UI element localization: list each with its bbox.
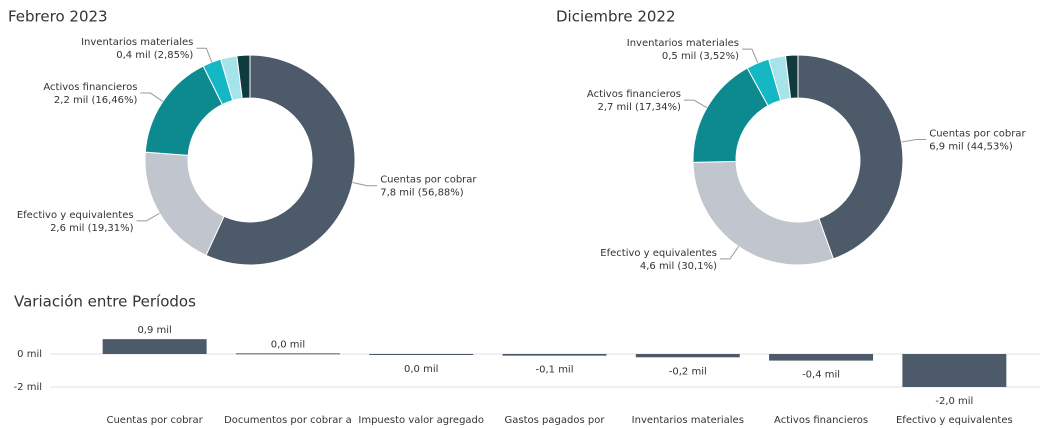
donut-slice <box>784 54 799 99</box>
chart-title: Diciembre 2022 <box>556 8 676 26</box>
bar <box>769 354 874 361</box>
leader-line <box>352 182 378 187</box>
bar <box>235 353 340 355</box>
bar <box>102 339 207 354</box>
slice-value-label: 4,6 mil (30,1%) <box>640 261 717 272</box>
slice-label: Activos financieros <box>43 82 137 93</box>
bar-value-label: -2,0 mil <box>935 396 973 407</box>
donut-slice <box>205 54 356 266</box>
leader-line <box>901 138 927 143</box>
slice-value-label: 0,5 mil (3,52%) <box>662 51 739 62</box>
x-tick-label: Inventarios materiales <box>632 415 744 426</box>
slice-label: Inventarios materiales <box>627 38 739 49</box>
leader-line <box>196 47 213 63</box>
bar-value-label: 0,0 mil <box>404 364 438 375</box>
chart-title: Variación entre Períodos <box>14 293 196 311</box>
bar-value-label: -0,2 mil <box>669 366 707 377</box>
slice-label: Cuentas por cobrar <box>929 128 1026 139</box>
donut-slice <box>797 54 904 260</box>
slice-value-label: 6,9 mil (44,53%) <box>929 141 1013 152</box>
slice-label: Inventarios materiales <box>81 37 193 48</box>
x-tick-label: Cuentas por cobrar <box>106 415 203 426</box>
bar-value-label: 0,9 mil <box>137 325 171 336</box>
donut-slice <box>236 54 251 100</box>
bar <box>635 354 740 358</box>
bar-value-label: -0,1 mil <box>536 365 574 376</box>
slice-label: Activos financieros <box>587 89 681 100</box>
chart-title: Febrero 2023 <box>8 8 108 26</box>
slice-label: Cuentas por cobrar <box>380 175 477 186</box>
bar-value-label: 0,0 mil <box>271 339 305 350</box>
slice-label: Efectivo y equivalentes <box>17 210 134 221</box>
donut-slice <box>692 160 834 266</box>
x-tick-label: Activos financieros <box>774 415 868 426</box>
x-tick-label: Gastos pagados por <box>505 415 606 426</box>
x-tick-label: Documentos por cobrar a <box>224 415 352 426</box>
bar <box>369 354 474 355</box>
bar <box>502 354 607 356</box>
donut-slice <box>144 151 225 257</box>
bar-value-label: -0,4 mil <box>802 370 840 381</box>
slice-value-label: 2,2 mil (16,46%) <box>54 95 138 106</box>
slice-value-label: 0,4 mil (2,85%) <box>116 50 193 61</box>
leader-line <box>720 246 739 260</box>
leader-line <box>742 48 759 64</box>
bar <box>902 354 1007 387</box>
y-tick-label: -2 mil <box>14 382 42 393</box>
slice-label: Efectivo y equivalentes <box>600 248 717 259</box>
leader-line <box>683 99 708 109</box>
leader-line <box>136 212 160 222</box>
leader-line <box>140 92 164 102</box>
slice-value-label: 7,8 mil (56,88%) <box>380 188 464 199</box>
slice-value-label: 2,6 mil (19,31%) <box>50 223 134 234</box>
slice-value-label: 2,7 mil (17,34%) <box>597 102 681 113</box>
x-tick-label: Efectivo y equivalentes <box>896 415 1013 426</box>
x-tick-label: Impuesto valor agregado <box>358 415 484 426</box>
y-tick-label: 0 mil <box>17 349 42 360</box>
